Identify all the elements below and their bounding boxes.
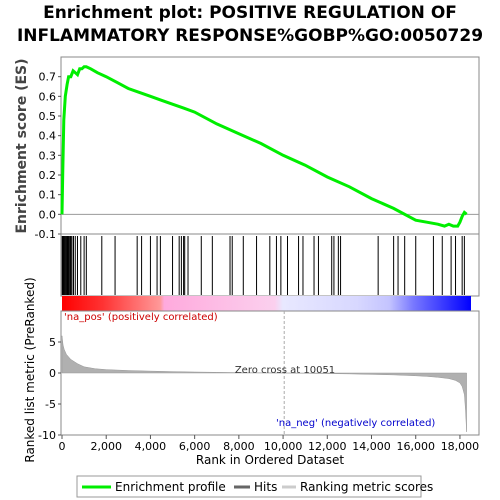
es-y-tick-label: 0.3 [39,149,57,162]
x-tick-label: 6,000 [179,440,211,453]
es-plot-area [60,56,480,235]
x-tick-label: 0 [59,440,66,453]
metric-y-tick-label: 0 [49,367,56,380]
ranking-colour-band [62,296,471,311]
x-tick-label: 16,000 [396,440,435,453]
x-tick-label: 8,000 [223,440,255,453]
positive-correlation-label: 'na_pos' (positively correlated) [64,312,218,323]
x-axis-label: Rank in Ordered Dataset [196,453,344,467]
es-y-tick-label: 0.7 [39,71,57,84]
metric-y-axis: -10 -5 0 5 [38,336,61,442]
negative-correlation-label: 'na_neg' (negatively correlated) [276,418,435,429]
enrichment-profile-line [60,65,468,228]
es-y-tick-label: 0.6 [39,90,57,103]
x-tick-label: 4,000 [135,440,167,453]
es-y-tick-label: 0.1 [39,189,57,202]
chart-title-line-2: INFLAMMATORY RESPONSE%GOBP%GO:0050729 [16,26,484,46]
es-y-tick-label: 0.0 [39,208,57,221]
metric-y-tick-label: -5 [45,398,56,411]
es-y-tick-label: 0.2 [39,169,57,182]
hit-marks [61,236,465,295]
es-y-tick-label: 0.5 [39,110,57,123]
x-tick-label: 14,000 [352,440,391,453]
x-tick-label: 12,000 [308,440,347,453]
legend-metric-label: Ranking metric scores [300,480,433,494]
metric-y-tick-label: -10 [38,429,56,442]
es-y-tick-label: -0.1 [35,228,56,241]
legend-hits-label: Hits [254,480,277,494]
x-tick-label: 2,000 [90,440,122,453]
x-tick-label: 18,000 [441,440,480,453]
zero-cross-label: Zero cross at 10051 [235,365,335,376]
x-tick-label: 10,000 [264,440,303,453]
es-y-tick-label: 0.4 [39,130,57,143]
metric-y-axis-label: Ranked list metric (PreRanked) [23,277,37,462]
x-axis: 0 2,000 4,000 6,000 8,000 10,000 12,000 14,000 1… [59,435,480,453]
es-y-axis-label: Enrichment score (ES) [14,58,30,233]
es-y-axis: -0.1 0.0 0.1 0.2 0.3 0.4 0.5 0.6 0.7 [35,71,61,241]
metric-y-tick-label: 5 [49,336,56,349]
chart-title: Enrichment plot: POSITIVE REGULATION OF … [0,2,500,48]
legend-enrichment-label: Enrichment profile [115,480,226,494]
chart-title-line-1: Enrichment plot: POSITIVE REGULATION OF [43,3,457,23]
